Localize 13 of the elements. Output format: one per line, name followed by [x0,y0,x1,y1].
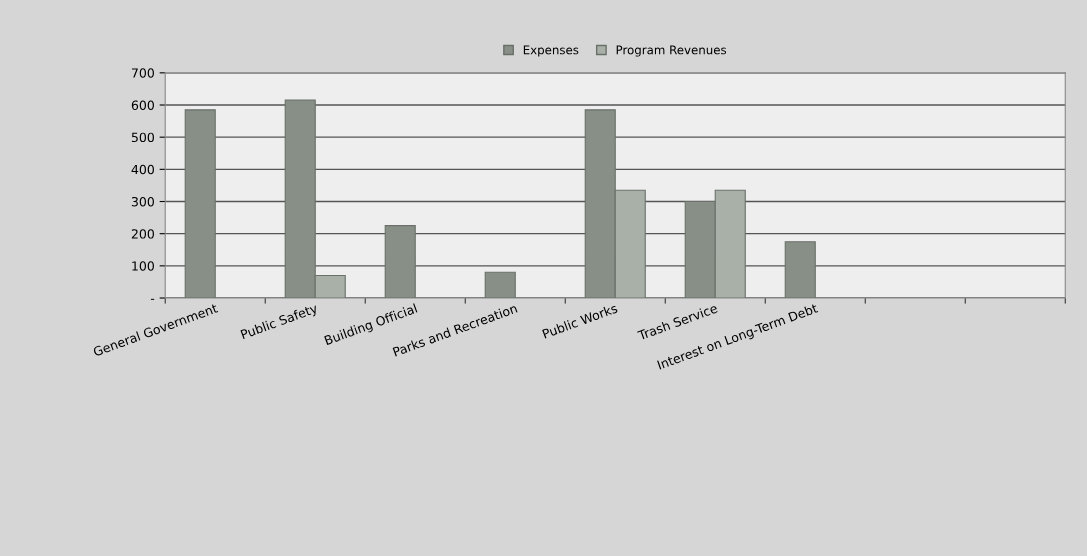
legend-label: Program Revenues [616,45,727,57]
y-tick-label: - [150,298,155,300]
y-tick-label: 600 [131,100,154,110]
y-tick-label: 500 [131,132,154,143]
y-tick-label: 300 [131,196,154,207]
y-tick-label: 100 [132,261,154,271]
x-tick-label: Trash Service [637,303,718,341]
x-tick-label: Public Works [542,303,618,339]
legend-label: Expenses [523,45,579,57]
y-tick-label: 200 [131,229,154,239]
x-tick-label: Public Safety [240,303,320,342]
y-tick-label: 700 [131,68,154,78]
y-tick-label: 400 [131,164,154,175]
